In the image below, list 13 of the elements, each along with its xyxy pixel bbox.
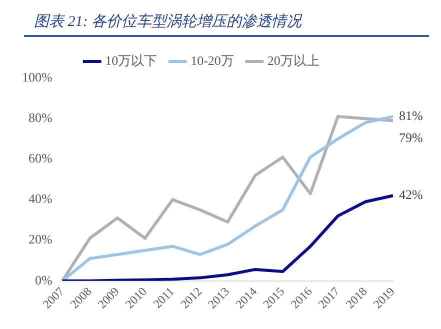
data-label: 81%	[399, 108, 423, 123]
y-tick-label: 20%	[28, 232, 52, 247]
y-tick-label: 40%	[28, 191, 52, 206]
legend-label: 20万以上	[267, 52, 320, 68]
data-label: 42%	[399, 187, 423, 202]
chart-title: 图表 21: 各价位车型涡轮增压的渗透情况	[24, 8, 429, 37]
y-tick-label: 60%	[28, 150, 52, 166]
y-tick-label: 0%	[34, 272, 52, 288]
legend-label: 10万以下	[105, 52, 158, 68]
y-tick-label: 100%	[22, 69, 52, 84]
y-tick-label: 80%	[28, 110, 52, 125]
data-label: 79%	[399, 130, 423, 146]
legend-label: 10-20万	[190, 52, 234, 68]
